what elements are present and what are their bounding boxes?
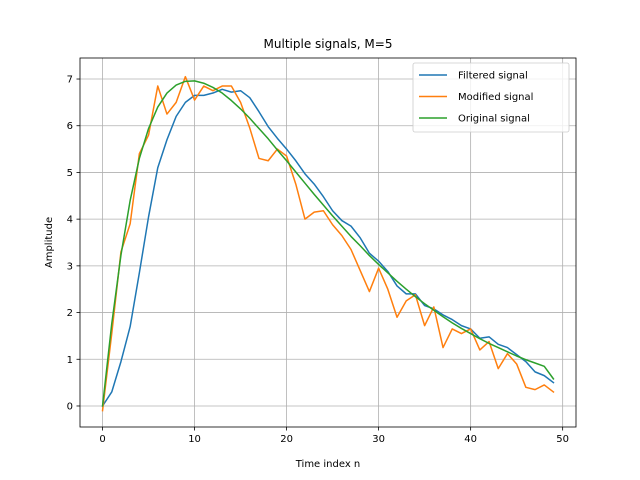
x-tick-label: 0 (99, 434, 105, 445)
x-tick-label: 40 (464, 434, 477, 445)
legend-label-original-signal: Original signal (458, 114, 530, 125)
y-tick-label: 5 (67, 168, 73, 179)
plot-frame (79, 57, 577, 428)
y-tick-label: 0 (67, 401, 73, 412)
axis-ticks: 0 10 20 30 40 50 0 1 2 3 4 5 6 7 (67, 75, 569, 445)
y-tick-label: 1 (67, 355, 73, 366)
legend-box (412, 62, 570, 133)
y-tick-label: 3 (67, 261, 73, 272)
x-tick-label: 20 (280, 434, 293, 445)
chart-title: Multiple signals, M=5 (264, 37, 393, 51)
series-line-filtered-signal (101, 88, 555, 408)
x-axis-title: Time index n (295, 459, 361, 470)
series-line-original-signal (101, 80, 555, 407)
y-tick-label: 2 (67, 308, 73, 319)
legend-label-filtered-signal: Filtered signal (458, 71, 528, 82)
x-tick-label: 30 (372, 434, 385, 445)
grid-lines (80, 58, 576, 427)
x-tick-label: 50 (556, 434, 569, 445)
x-tick-label: 10 (188, 434, 201, 445)
y-tick-label: 7 (67, 75, 73, 86)
legend-label-modified-signal: Modified signal (458, 92, 533, 103)
legend: Filtered signal Modified signal Original s… (412, 62, 570, 133)
y-tick-label: 6 (67, 121, 73, 132)
y-tick-label: 4 (67, 215, 73, 226)
series-layer (101, 75, 555, 412)
series-line-modified-signal (101, 75, 555, 412)
y-axis-title: Amplitude (44, 217, 55, 268)
